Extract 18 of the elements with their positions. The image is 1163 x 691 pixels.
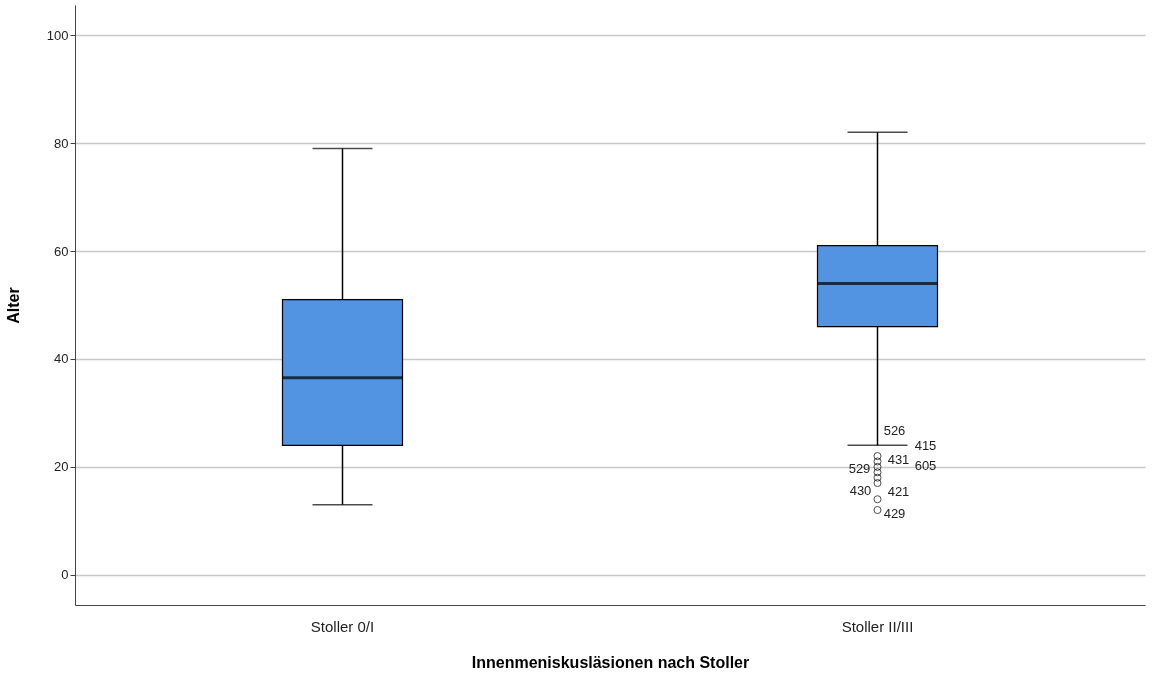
y-tick-label: 60 [54,243,69,259]
y-tick-label: 80 [54,135,69,151]
x-axis-title: Innenmeniskusläsionen nach Stoller [471,653,750,671]
x-tick-label: Stoller II/III [841,617,914,635]
annotation: 415 [914,438,937,454]
y-tick-label: 40 [54,351,69,367]
annotation: 421 [887,484,910,500]
y-tick-label: 0 [61,567,69,583]
annotation: 431 [887,452,910,468]
y-tick-label: 20 [54,459,69,475]
y-axis-title: Alter [4,287,22,324]
x-tick-label: Stoller 0/I [310,617,375,635]
y-tick-label: 100 [46,27,69,43]
annotation: 429 [883,506,906,522]
annotation: 605 [914,457,937,473]
annotation: 529 [848,460,871,476]
annotation: 526 [883,423,906,439]
annotation: 430 [849,483,872,499]
